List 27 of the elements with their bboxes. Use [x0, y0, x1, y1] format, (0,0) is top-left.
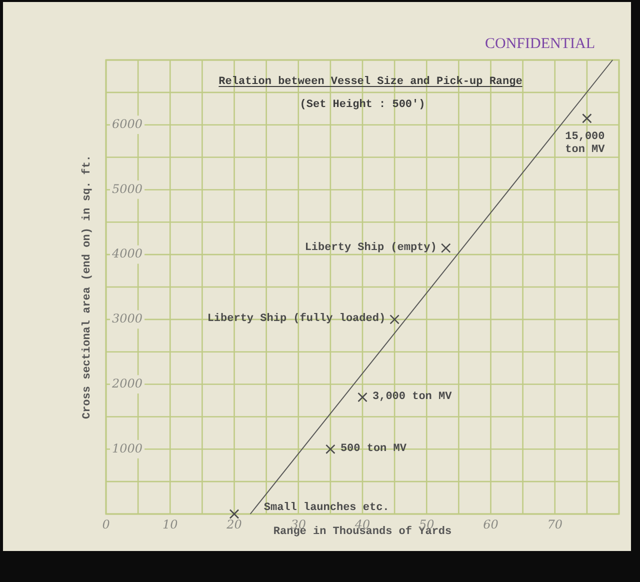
- point: [326, 444, 336, 454]
- x-tick-label: 10: [162, 517, 178, 532]
- text: Relation between Vessel Size and Pick-up Range: [218, 76, 523, 88]
- y-tick-label: 6000: [112, 116, 143, 131]
- annotation: 500 ton MV: [340, 442, 407, 455]
- x-tick-label: 60: [483, 517, 499, 532]
- point: [440, 243, 451, 253]
- annotation: 3,000 ton MV: [372, 391, 452, 404]
- text: CONFIDENTIAL: [485, 36, 595, 52]
- y-tick-label: 4000: [111, 246, 143, 261]
- annotation: Small launches etc.: [264, 502, 390, 514]
- point: [229, 509, 240, 519]
- y-tick-label: 5000: [112, 182, 143, 196]
- annotation: Liberty Ship (empty): [304, 242, 437, 254]
- y-tick-label: 1000: [112, 441, 143, 456]
- x-tick-label: 0: [102, 517, 110, 532]
- y-axis-title: Cross sectional area (end on) in sq. ft.: [80, 154, 94, 420]
- y-tick-label: 2000: [111, 376, 143, 390]
- annotation: 15,000 ton MV: [565, 131, 606, 156]
- x-tick-label: 20: [226, 517, 242, 532]
- point: [390, 314, 400, 324]
- point: [582, 113, 592, 124]
- x-tick-label: 70: [547, 517, 563, 532]
- annotation: Liberty Ship (fully loaded): [207, 312, 386, 326]
- text: (Set Height : 500'): [300, 99, 426, 111]
- y-tick-label: 3000: [112, 312, 143, 326]
- point: [358, 392, 368, 402]
